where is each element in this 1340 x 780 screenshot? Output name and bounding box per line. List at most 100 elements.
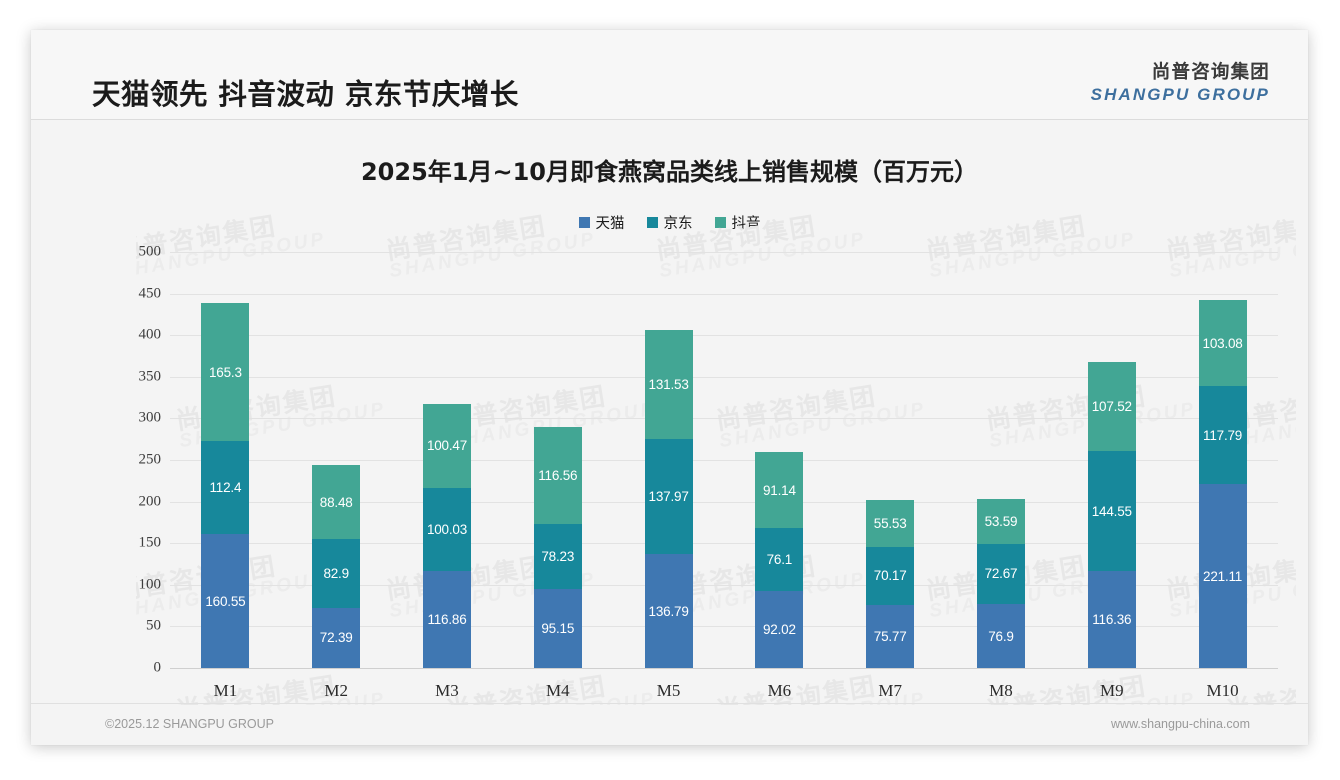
y-axis-tick-label: 300 [138, 409, 162, 426]
chart-legend: 天猫 京东 抖音 [31, 212, 1308, 233]
bar-segment-天猫[interactable]: 221.11 [1198, 484, 1247, 668]
stacked-bar[interactable]: 131.53 137.97 136.79 [644, 330, 693, 668]
y-axis-tick-label: 400 [138, 326, 162, 343]
footer-website: www.shangpu-china.com [1111, 717, 1250, 731]
bar-segment-抖音[interactable]: 165.3 [201, 303, 250, 441]
bar-value-label: 72.67 [984, 566, 1018, 582]
stacked-bar[interactable]: 107.52 144.55 116.36 [1087, 361, 1136, 668]
bar-segment-京东[interactable]: 78.23 [533, 523, 582, 589]
y-axis-tick-label: 50 [146, 617, 161, 634]
y-axis-tick-label: 450 [138, 285, 162, 302]
bar-segment-京东[interactable]: 144.55 [1087, 450, 1136, 572]
footer-copyright: ©2025.12 SHANGPU GROUP [105, 717, 274, 731]
legend-item-京东[interactable]: 京东 [646, 212, 693, 233]
legend-item-抖音[interactable]: 抖音 [714, 212, 761, 233]
bar-value-label: 100.47 [426, 438, 468, 454]
bar-value-label: 131.53 [648, 377, 689, 393]
brand-name-cn: 尚普咨询集团 [1151, 62, 1270, 83]
bar-segment-京东[interactable]: 76.1 [755, 528, 804, 592]
stacked-bar[interactable]: 103.08 117.79 221.11 [1198, 300, 1247, 668]
stacked-bar[interactable]: 165.3 112.4 160.55 [201, 303, 250, 668]
y-axis-tick-label: 250 [138, 451, 162, 468]
bar-slot: 100.47 100.03 116.86 M3 [392, 252, 503, 700]
stacked-bar[interactable]: 91.14 76.1 92.02 [755, 452, 804, 668]
x-axis-tick-label: M1 [213, 681, 238, 700]
bar-value-label: 107.52 [1091, 398, 1132, 414]
bar-segment-京东[interactable]: 117.79 [1198, 386, 1247, 485]
bar-value-label: 136.79 [648, 603, 689, 619]
legend-label: 抖音 [731, 216, 761, 232]
bar-segment-抖音[interactable]: 91.14 [755, 452, 804, 529]
bar-segment-京东[interactable]: 100.03 [422, 487, 471, 571]
stacked-bar[interactable]: 88.48 82.9 72.39 [312, 465, 361, 668]
bar-value-label: 117.79 [1203, 427, 1243, 443]
slide-card: 天猫领先 抖音波动 京东节庆增长 尚普咨询集团 SHANGPU GROUP 20… [31, 30, 1308, 745]
bar-value-label: 75.77 [873, 628, 907, 644]
bar-segment-天猫[interactable]: 95.15 [533, 588, 582, 668]
bar-segment-抖音[interactable]: 53.59 [976, 499, 1025, 544]
bar-value-label: 100.03 [426, 521, 468, 537]
page-title: 天猫领先 抖音波动 京东节庆增长 [92, 78, 519, 111]
bar-segment-天猫[interactable]: 75.77 [866, 604, 915, 668]
legend-label: 京东 [663, 216, 693, 232]
gridline [170, 584, 1278, 586]
bar-segment-天猫[interactable]: 116.36 [1087, 571, 1136, 668]
bar-slot: 116.56 78.23 95.15 M4 [502, 252, 613, 700]
gridline [170, 376, 1278, 378]
bar-value-label: 103.08 [1202, 335, 1243, 351]
bar-segment-京东[interactable]: 112.4 [201, 440, 250, 535]
y-axis-tick-label: 350 [138, 368, 162, 385]
bar-segment-天猫[interactable]: 92.02 [755, 591, 804, 668]
bar-segment-抖音[interactable]: 116.56 [533, 426, 582, 524]
bar-segment-抖音[interactable]: 100.47 [422, 403, 471, 488]
y-axis-tick-label: 100 [138, 576, 162, 593]
bar-value-label: 137.97 [648, 489, 689, 505]
stacked-bar[interactable]: 55.53 70.17 75.77 [866, 500, 915, 668]
legend-item-天猫[interactable]: 天猫 [578, 212, 625, 233]
bar-segment-天猫[interactable]: 116.86 [422, 570, 471, 668]
legend-swatch-icon [714, 217, 726, 228]
stacked-bar[interactable]: 116.56 78.23 95.15 [533, 426, 582, 668]
bar-value-label: 82.9 [323, 565, 349, 581]
y-axis-tick-label: 500 [138, 243, 162, 260]
bar-value-label: 72.39 [319, 630, 353, 646]
bar-slot: 103.08 117.79 221.11 M10 [1167, 252, 1278, 700]
y-axis-tick-label: 0 [153, 659, 162, 676]
bar-segment-天猫[interactable]: 160.55 [201, 534, 250, 668]
bar-segment-京东[interactable]: 72.67 [976, 543, 1025, 605]
stacked-bar[interactable]: 100.47 100.03 116.86 [422, 403, 471, 668]
gridline [170, 626, 1278, 628]
gridline [170, 335, 1278, 337]
bar-segment-京东[interactable]: 137.97 [644, 439, 693, 555]
brand-name-en: SHANGPU GROUP [1090, 85, 1270, 104]
bar-segment-抖音[interactable]: 103.08 [1198, 300, 1247, 387]
bar-value-label: 116.56 [538, 467, 578, 483]
bar-segment-抖音[interactable]: 88.48 [312, 465, 361, 539]
bar-segment-天猫[interactable]: 76.9 [976, 604, 1025, 668]
y-axis-tick-label: 200 [138, 493, 162, 510]
x-axis-tick-label: M7 [878, 681, 902, 700]
gridline [170, 460, 1278, 461]
bar-segment-抖音[interactable]: 55.53 [866, 500, 915, 547]
stacked-bar[interactable]: 53.59 72.67 76.9 [976, 499, 1025, 668]
legend-label: 天猫 [595, 216, 625, 232]
bar-slot: 88.48 82.9 72.39 M2 [281, 252, 392, 700]
bar-segment-抖音[interactable]: 131.53 [644, 330, 693, 440]
bar-segment-抖音[interactable]: 107.52 [1087, 361, 1136, 451]
bar-group: 165.3 112.4 160.55 M1 88.48 82.9 72.39 M2 100.47… [170, 252, 1278, 700]
bar-segment-天猫[interactable]: 136.79 [644, 554, 693, 668]
gridline [170, 543, 1278, 545]
x-axis-tick-label: M10 [1206, 681, 1239, 700]
bar-value-label: 160.55 [205, 593, 246, 609]
bar-segment-京东[interactable]: 82.9 [312, 538, 361, 608]
x-axis-tick-label: M4 [545, 681, 570, 700]
chart-title: 2025年1月~10月即食燕窝品类线上销售规模（百万元） [360, 158, 978, 186]
bar-value-label: 221.11 [1203, 568, 1243, 584]
x-axis-tick-label: M6 [767, 681, 792, 700]
bar-slot: 165.3 112.4 160.55 M1 [170, 252, 281, 700]
bar-value-label: 88.48 [319, 494, 353, 510]
slide-footer: ©2025.12 SHANGPU GROUP www.shangpu-china… [31, 703, 1308, 745]
x-axis-tick-label: M2 [324, 681, 348, 700]
bar-segment-京东[interactable]: 70.17 [866, 546, 915, 605]
bar-segment-天猫[interactable]: 72.39 [312, 607, 361, 668]
